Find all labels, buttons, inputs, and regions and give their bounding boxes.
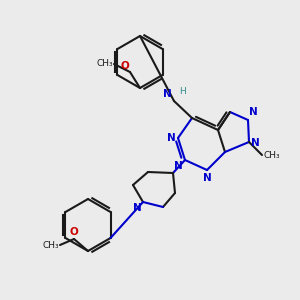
Text: H: H	[179, 87, 186, 96]
Text: N: N	[174, 161, 183, 171]
Text: CH₃: CH₃	[263, 152, 280, 160]
Text: N: N	[251, 138, 260, 148]
Text: N: N	[163, 89, 172, 99]
Text: CH₃: CH₃	[42, 241, 59, 250]
Text: N: N	[249, 107, 258, 117]
Text: CH₃: CH₃	[96, 59, 113, 68]
Text: O: O	[70, 227, 78, 237]
Text: N: N	[202, 173, 211, 183]
Text: N: N	[167, 133, 176, 143]
Text: N: N	[133, 203, 142, 213]
Text: O: O	[120, 61, 129, 71]
